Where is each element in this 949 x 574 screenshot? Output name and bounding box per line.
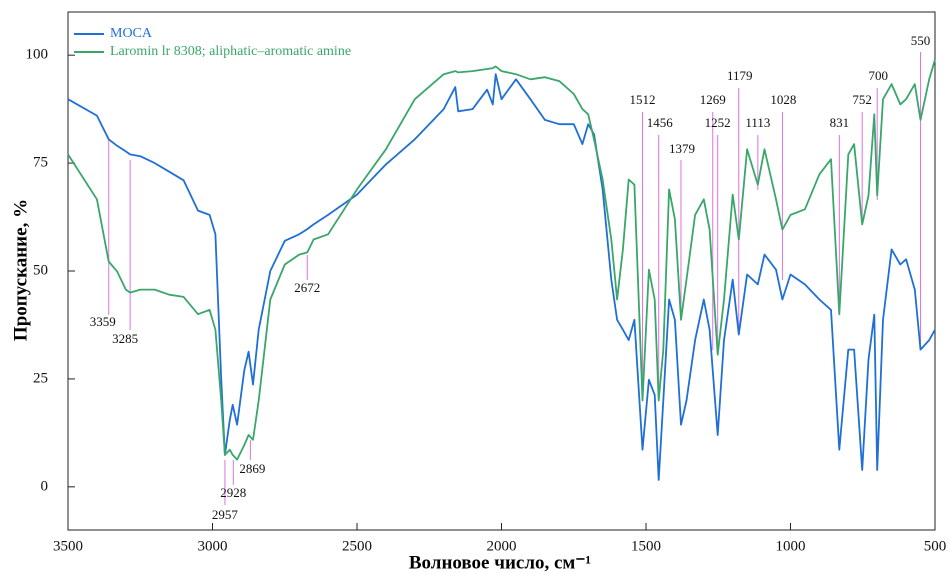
y-tick-label: 100	[26, 47, 49, 63]
x-tick-label: 3000	[198, 538, 228, 554]
annotation-label: 550	[911, 33, 931, 48]
annotation-label: 3359	[90, 314, 116, 329]
annotation-label: 1179	[727, 68, 753, 83]
annotation-label: 2869	[239, 461, 265, 476]
annotation-label: 2672	[294, 280, 320, 295]
legend-label: Laromin lr 8308; aliphatic–aromatic amin…	[110, 44, 351, 59]
x-tick-label: 3500	[53, 538, 83, 554]
series-line	[67, 73, 936, 481]
x-tick-label: 2500	[342, 538, 372, 554]
y-tick-label: 75	[33, 155, 48, 171]
annotation-label: 2928	[220, 485, 246, 500]
annotation-label: 700	[868, 68, 888, 83]
annotation-label: 1113	[745, 115, 770, 130]
annotation-label: 2957	[212, 507, 239, 522]
x-tick-label: 2000	[487, 538, 517, 554]
annotation-label: 1269	[700, 92, 726, 107]
annotation-label: 1028	[770, 92, 796, 107]
legend-label: MOCA	[110, 26, 153, 41]
annotation-label: 1512	[630, 92, 656, 107]
y-tick-label: 25	[33, 370, 48, 386]
annotation-label: 752	[852, 92, 872, 107]
plot-frame	[67, 11, 936, 531]
x-axis-label: Волновое число, см⁻¹	[409, 552, 591, 573]
annotation-label: 831	[830, 115, 850, 130]
series-line	[67, 59, 936, 461]
annotation-label: 3285	[112, 331, 138, 346]
annotation-label: 1252	[705, 115, 731, 130]
x-tick-label: 500	[924, 538, 947, 554]
annotation-label: 1379	[669, 141, 695, 156]
x-tick-label: 1000	[776, 538, 806, 554]
annotation-label: 1456	[647, 115, 674, 130]
x-tick-label: 1500	[631, 538, 661, 554]
y-axis-label: Пропускание, %	[10, 199, 31, 341]
y-tick-label: 50	[33, 262, 48, 278]
y-tick-label: 0	[41, 478, 49, 494]
